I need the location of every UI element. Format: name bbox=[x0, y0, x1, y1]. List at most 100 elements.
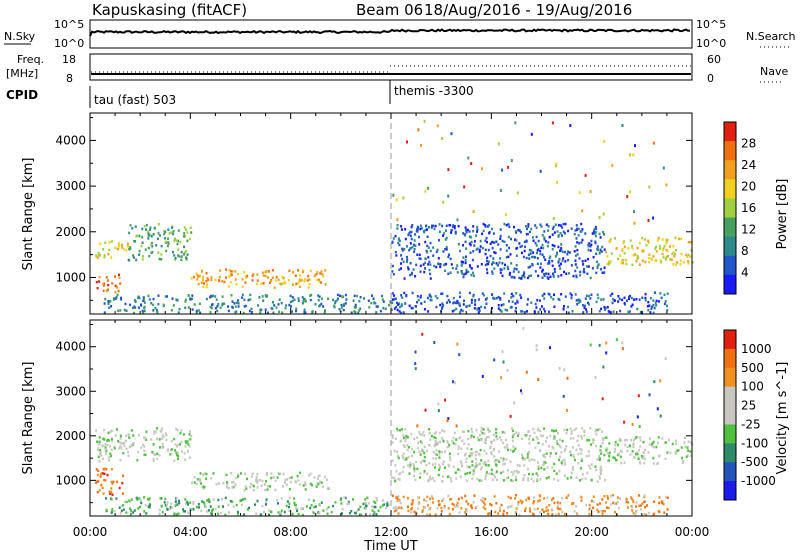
heatmap-cell bbox=[201, 485, 204, 489]
heatmap-cell bbox=[487, 512, 490, 516]
heatmap-cell bbox=[130, 498, 133, 501]
heatmap-cell bbox=[438, 468, 440, 471]
heatmap-cell bbox=[175, 496, 178, 500]
heatmap-cell bbox=[301, 296, 304, 299]
heatmap-cell bbox=[650, 307, 653, 310]
heatmap-cell bbox=[503, 462, 506, 466]
heatmap-cell bbox=[398, 429, 401, 432]
heatmap-cell bbox=[640, 508, 643, 511]
heatmap-cell bbox=[605, 501, 608, 504]
heatmap-cell bbox=[487, 225, 489, 228]
heatmap-cell bbox=[101, 457, 104, 460]
heatmap-cell bbox=[176, 242, 179, 246]
heatmap-cell bbox=[531, 236, 534, 239]
heatmap-cell bbox=[263, 483, 266, 486]
heatmap-cell bbox=[459, 475, 462, 478]
heatmap-cell bbox=[104, 241, 107, 244]
heatmap-cell bbox=[128, 247, 131, 251]
heatmap-cell bbox=[569, 292, 572, 295]
heatmap-cell bbox=[308, 278, 311, 281]
heatmap-cell bbox=[495, 240, 498, 243]
heatmap-cell bbox=[237, 473, 240, 476]
heatmap-cell bbox=[640, 250, 643, 253]
heatmap-cell bbox=[556, 439, 558, 443]
heatmap-cell bbox=[507, 165, 510, 169]
heatmap-cell bbox=[571, 310, 574, 313]
heatmap-cell bbox=[589, 276, 592, 280]
heatmap-cell bbox=[532, 480, 535, 483]
x-tick-label: 12:00 bbox=[374, 525, 409, 539]
heatmap-cell bbox=[644, 448, 646, 452]
heatmap-cell bbox=[443, 430, 446, 433]
heatmap-cell bbox=[626, 449, 629, 453]
heatmap-cell bbox=[662, 500, 665, 504]
y-tick-label: 3000 bbox=[55, 179, 86, 193]
heatmap-cell bbox=[416, 424, 419, 428]
heatmap-cell bbox=[424, 257, 427, 260]
heatmap-cell bbox=[232, 505, 235, 508]
heatmap-cell bbox=[431, 224, 434, 227]
heatmap-cell bbox=[583, 434, 586, 437]
heatmap-cell bbox=[161, 446, 164, 449]
heatmap-cell bbox=[143, 510, 146, 513]
heatmap-cell bbox=[102, 444, 105, 447]
colorbar-swatch bbox=[724, 122, 736, 142]
heatmap-cell bbox=[286, 478, 289, 481]
heatmap-cell bbox=[106, 439, 109, 443]
heatmap-cell bbox=[200, 509, 203, 513]
heatmap-cell bbox=[407, 446, 410, 449]
heatmap-cell bbox=[323, 311, 326, 314]
heatmap-cell bbox=[665, 495, 668, 499]
heatmap-cell bbox=[241, 293, 244, 297]
heatmap-cell bbox=[296, 474, 299, 478]
heatmap-cell bbox=[184, 440, 187, 443]
heatmap-cell bbox=[304, 300, 307, 303]
heatmap-cell bbox=[166, 295, 168, 298]
heatmap-cell bbox=[161, 437, 163, 440]
heatmap-cell bbox=[201, 269, 203, 273]
heatmap-cell bbox=[414, 478, 417, 482]
heatmap-cell bbox=[623, 302, 626, 305]
heatmap-cell bbox=[165, 438, 168, 442]
heatmap-cell bbox=[572, 446, 574, 449]
heatmap-cell bbox=[653, 306, 656, 310]
heatmap-cell bbox=[548, 262, 551, 265]
heatmap-cell bbox=[453, 226, 456, 230]
heatmap-cell bbox=[467, 429, 470, 433]
heatmap-cell bbox=[277, 303, 280, 306]
heatmap-cell bbox=[569, 124, 572, 127]
heatmap-cell bbox=[397, 495, 400, 498]
heatmap-cell bbox=[479, 239, 482, 243]
heatmap-cell bbox=[483, 503, 486, 506]
heatmap-cell bbox=[302, 270, 304, 274]
nave-tick-top: 60 bbox=[707, 53, 721, 66]
heatmap-cell bbox=[398, 473, 401, 476]
heatmap-cell bbox=[570, 264, 573, 267]
heatmap-cell bbox=[98, 460, 101, 463]
heatmap-cell bbox=[291, 299, 294, 303]
heatmap-cell bbox=[510, 479, 513, 482]
heatmap-cell bbox=[588, 454, 590, 457]
heatmap-cell bbox=[556, 251, 558, 254]
heatmap-cell bbox=[421, 459, 424, 462]
heatmap-cell bbox=[264, 274, 267, 278]
heatmap-cell bbox=[573, 510, 576, 513]
heatmap-cell bbox=[396, 497, 399, 500]
heatmap-cell bbox=[371, 509, 374, 512]
heatmap-cell bbox=[413, 250, 416, 254]
heatmap-cell bbox=[409, 234, 412, 238]
heatmap-cell bbox=[279, 472, 282, 475]
heatmap-cell bbox=[595, 225, 597, 229]
heatmap-cell bbox=[507, 495, 510, 499]
heatmap-cell bbox=[663, 302, 666, 306]
heatmap-cell bbox=[166, 508, 169, 511]
heatmap-cell bbox=[160, 427, 163, 430]
heatmap-cell bbox=[406, 260, 408, 264]
heatmap-cell bbox=[499, 234, 502, 238]
heatmap-cell bbox=[599, 236, 602, 239]
heatmap-cell bbox=[399, 305, 402, 309]
heatmap-cell bbox=[130, 444, 133, 447]
colorbar-tick-label: 20 bbox=[741, 180, 756, 194]
heatmap-cell bbox=[506, 368, 509, 372]
